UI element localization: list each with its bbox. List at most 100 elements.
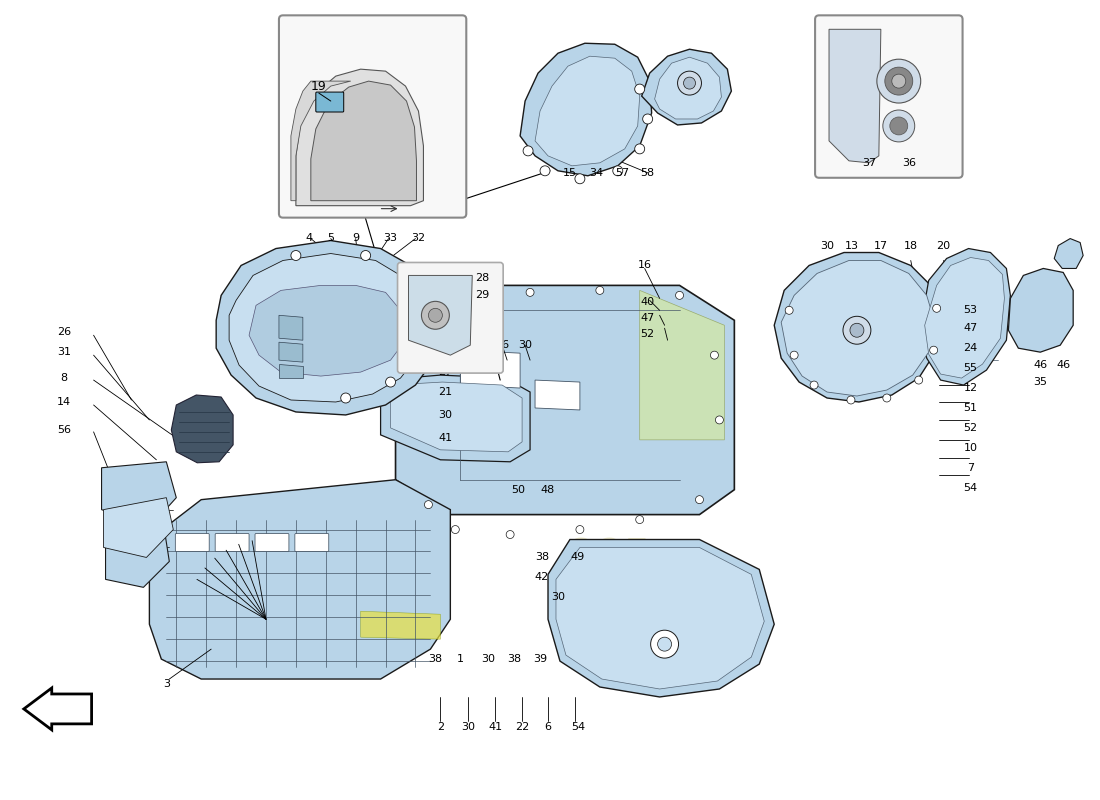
Text: 14: 14 xyxy=(56,397,70,407)
Circle shape xyxy=(790,351,799,359)
Text: 12: 12 xyxy=(964,383,978,393)
Text: 30: 30 xyxy=(439,410,452,420)
Polygon shape xyxy=(290,81,351,201)
Polygon shape xyxy=(390,382,522,452)
Polygon shape xyxy=(249,286,406,376)
Polygon shape xyxy=(460,395,520,428)
Text: 885: 885 xyxy=(568,538,652,581)
Text: 55: 55 xyxy=(426,340,439,350)
Text: 36: 36 xyxy=(904,159,917,169)
Polygon shape xyxy=(106,530,169,587)
Circle shape xyxy=(650,630,679,658)
Circle shape xyxy=(290,250,301,261)
Text: 28: 28 xyxy=(471,274,485,283)
Text: 25: 25 xyxy=(438,327,452,338)
Polygon shape xyxy=(279,342,302,362)
Polygon shape xyxy=(925,258,1004,378)
Text: 27: 27 xyxy=(438,307,452,318)
Polygon shape xyxy=(341,306,415,378)
Polygon shape xyxy=(556,547,764,689)
Polygon shape xyxy=(535,56,640,166)
FancyBboxPatch shape xyxy=(815,15,962,178)
Circle shape xyxy=(451,526,460,534)
Circle shape xyxy=(850,323,864,338)
Polygon shape xyxy=(361,611,440,639)
Polygon shape xyxy=(921,249,1011,385)
Text: 2: 2 xyxy=(437,722,444,732)
Text: 3: 3 xyxy=(163,679,169,689)
Text: 24: 24 xyxy=(964,343,978,353)
Text: 39: 39 xyxy=(534,654,547,664)
Circle shape xyxy=(930,346,937,354)
FancyArrow shape xyxy=(24,688,91,730)
Text: 55: 55 xyxy=(964,363,978,373)
Text: 51: 51 xyxy=(964,403,978,413)
Polygon shape xyxy=(311,81,417,201)
FancyBboxPatch shape xyxy=(175,534,209,551)
Text: 48: 48 xyxy=(541,485,556,494)
Polygon shape xyxy=(460,350,520,388)
Text: 30: 30 xyxy=(461,722,475,732)
FancyBboxPatch shape xyxy=(316,92,343,112)
Circle shape xyxy=(576,526,584,534)
Text: 8: 8 xyxy=(60,373,67,383)
Polygon shape xyxy=(381,375,530,462)
Circle shape xyxy=(428,308,442,322)
Circle shape xyxy=(506,530,514,538)
FancyBboxPatch shape xyxy=(279,15,466,218)
Text: 57: 57 xyxy=(615,168,629,178)
Text: 38: 38 xyxy=(428,654,442,664)
Text: 31: 31 xyxy=(57,347,70,357)
Text: 30: 30 xyxy=(551,592,565,602)
Text: 30: 30 xyxy=(439,347,452,357)
Text: 46: 46 xyxy=(1056,360,1070,370)
Text: 10: 10 xyxy=(964,443,978,453)
Circle shape xyxy=(695,496,704,504)
Text: 19: 19 xyxy=(311,79,327,93)
Circle shape xyxy=(414,345,424,355)
Polygon shape xyxy=(535,380,580,410)
Text: 6: 6 xyxy=(544,722,551,732)
Text: 34: 34 xyxy=(588,168,603,178)
FancyBboxPatch shape xyxy=(397,262,503,373)
Circle shape xyxy=(658,637,672,651)
Text: 30: 30 xyxy=(471,340,485,350)
Circle shape xyxy=(877,59,921,103)
Text: 58: 58 xyxy=(640,168,654,178)
Polygon shape xyxy=(296,69,424,206)
Circle shape xyxy=(526,288,535,296)
Text: a passion for parts: a passion for parts xyxy=(338,485,623,514)
Text: 52: 52 xyxy=(640,330,654,339)
Polygon shape xyxy=(520,43,651,176)
Polygon shape xyxy=(103,498,174,558)
Polygon shape xyxy=(150,480,450,679)
Circle shape xyxy=(642,114,652,124)
Circle shape xyxy=(847,396,855,404)
Circle shape xyxy=(810,381,818,389)
Circle shape xyxy=(613,166,623,176)
Circle shape xyxy=(635,84,645,94)
Circle shape xyxy=(540,166,550,176)
Text: 52: 52 xyxy=(964,423,978,433)
Text: 36: 36 xyxy=(902,158,916,168)
Circle shape xyxy=(933,304,940,312)
Text: 49: 49 xyxy=(571,553,585,562)
Text: 13: 13 xyxy=(845,241,859,250)
Polygon shape xyxy=(774,253,940,402)
Circle shape xyxy=(675,291,683,299)
Text: 54: 54 xyxy=(571,722,585,732)
Polygon shape xyxy=(781,261,935,396)
Text: 46: 46 xyxy=(495,340,509,350)
Circle shape xyxy=(414,294,424,303)
FancyBboxPatch shape xyxy=(295,534,329,551)
Text: 35: 35 xyxy=(1033,377,1047,387)
Text: 30: 30 xyxy=(820,241,834,250)
Text: 23: 23 xyxy=(449,340,462,350)
Circle shape xyxy=(636,515,644,523)
Text: 18: 18 xyxy=(904,241,917,250)
Text: 4: 4 xyxy=(306,233,312,242)
FancyBboxPatch shape xyxy=(255,534,289,551)
Text: 53: 53 xyxy=(964,306,978,315)
Text: 1: 1 xyxy=(456,654,464,664)
Text: 54: 54 xyxy=(964,482,978,493)
